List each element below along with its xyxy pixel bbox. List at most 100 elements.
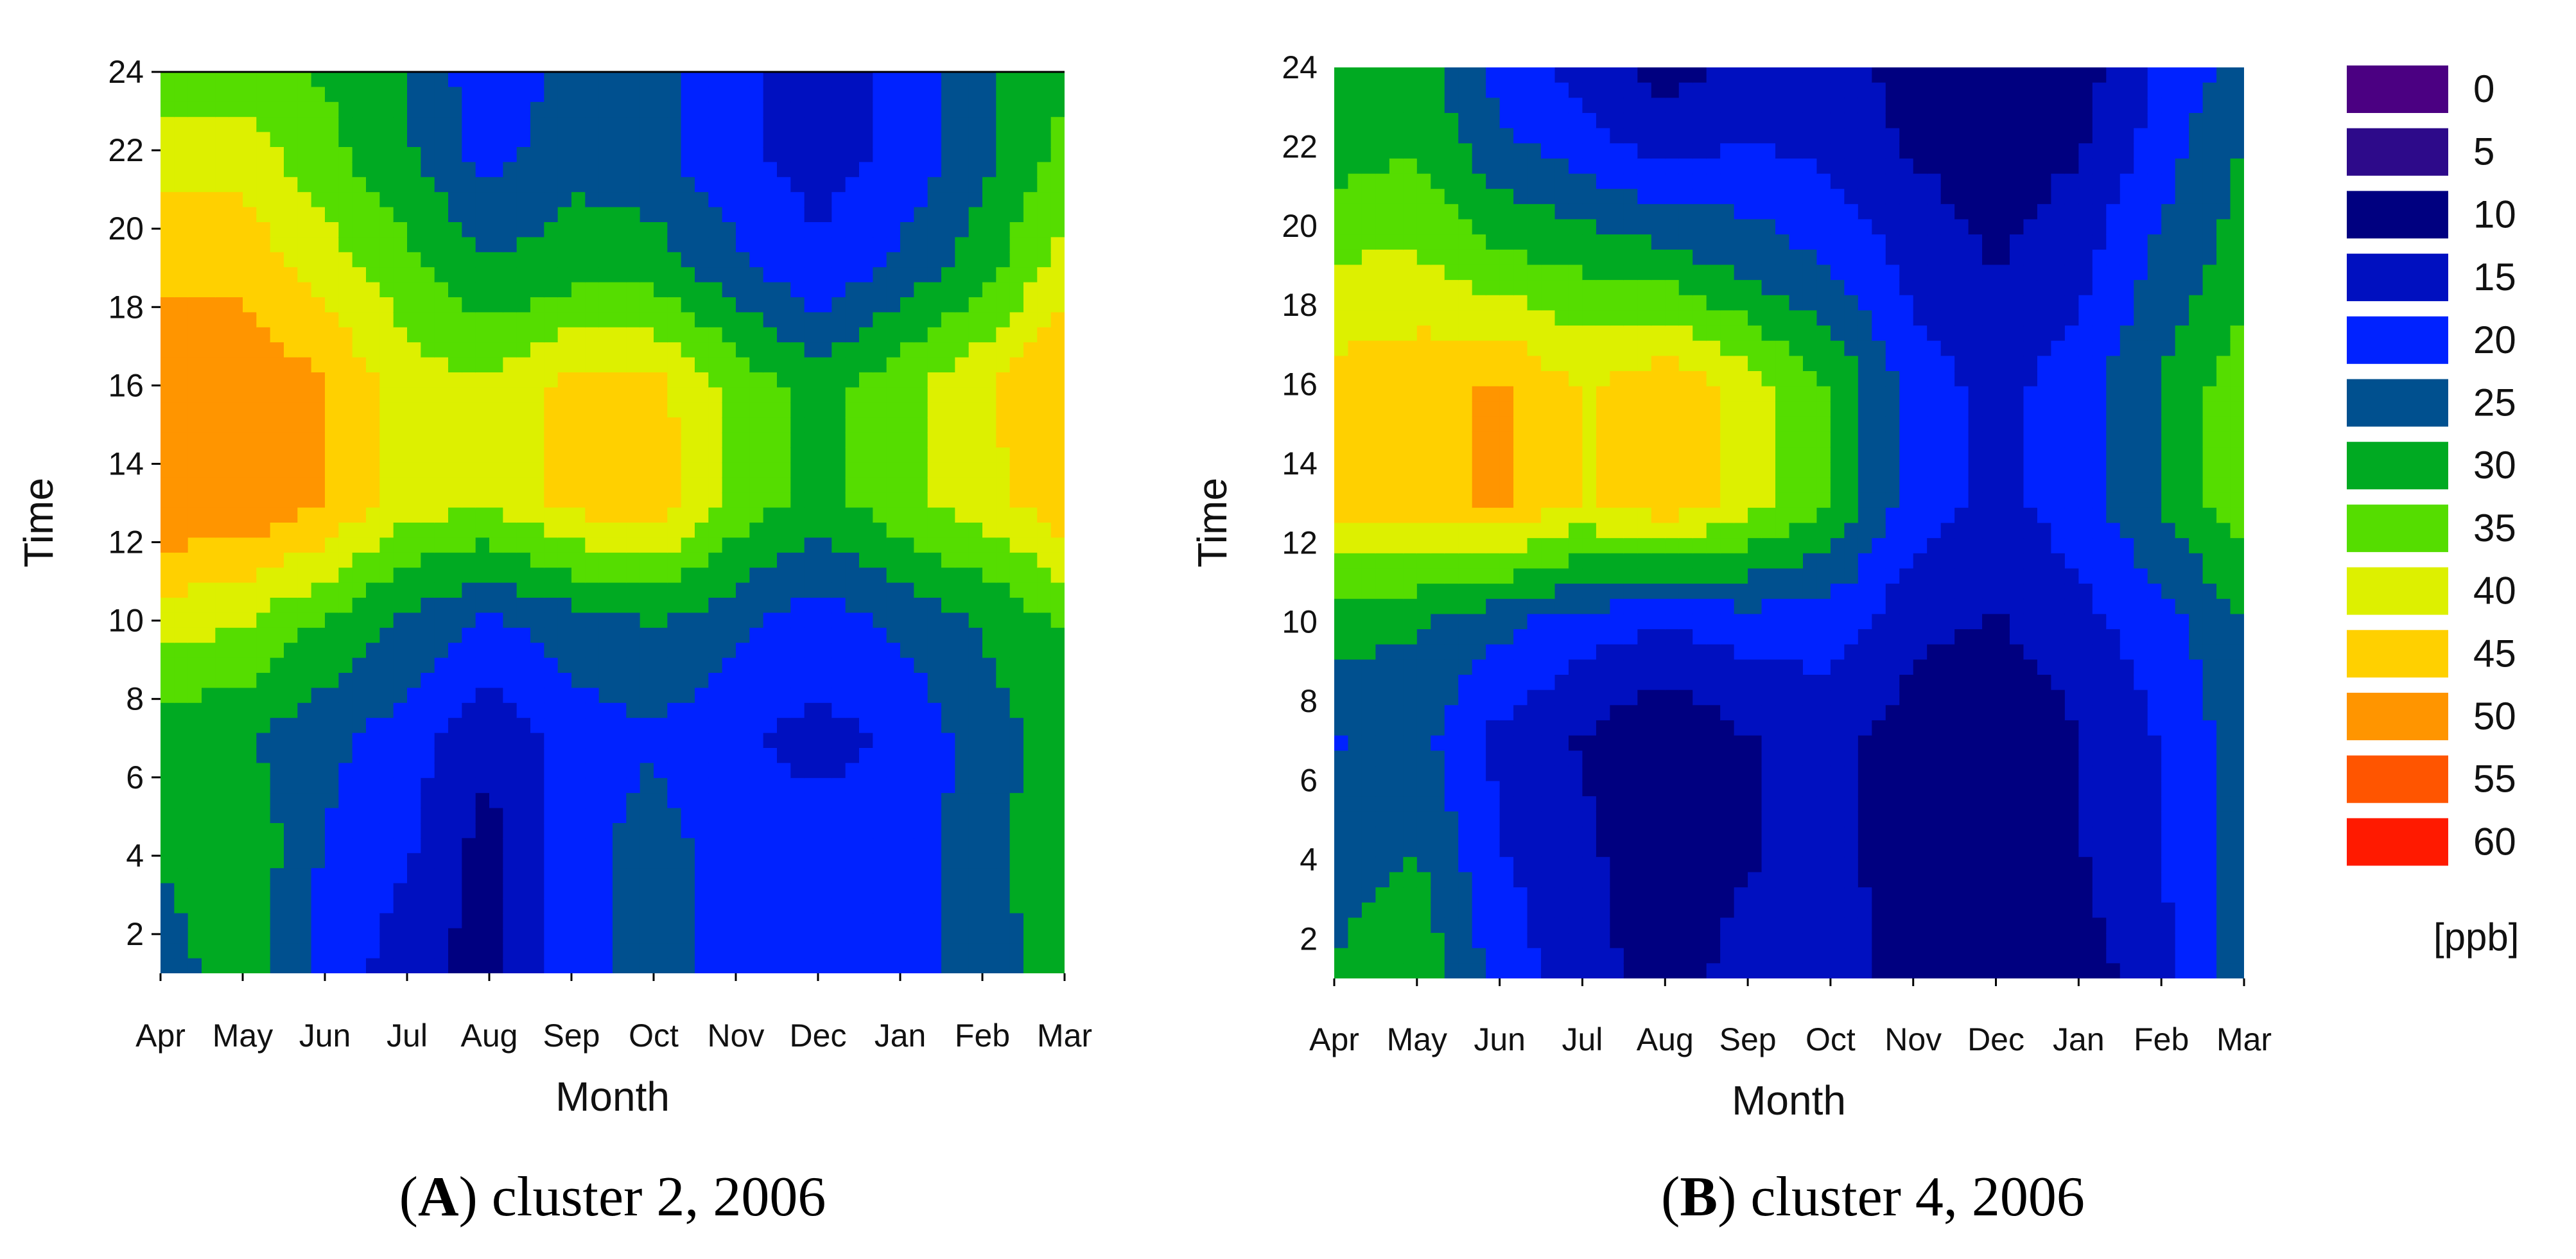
heatmap-cell-a — [996, 718, 1011, 734]
heatmap-cell-b — [1513, 189, 1528, 205]
heatmap-cell-a — [845, 462, 860, 478]
heatmap-cell-a — [927, 883, 942, 899]
heatmap-cell-a — [243, 868, 257, 884]
heatmap-cell-a — [941, 688, 956, 704]
heatmap-cell-b — [1541, 856, 1556, 873]
heatmap-cell-a — [393, 793, 408, 809]
heatmap-cell-a — [1023, 282, 1038, 298]
heatmap-cell-a — [613, 523, 627, 539]
heatmap-cell-a — [968, 327, 983, 343]
heatmap-cell-a — [804, 733, 819, 749]
heatmap-cell-a — [174, 763, 189, 779]
heatmap-cell-b — [1541, 765, 1556, 782]
heatmap-cell-a — [503, 237, 518, 253]
heatmap-cell-a — [722, 417, 736, 433]
heatmap-cell-a — [557, 763, 572, 779]
heatmap-cell-a — [613, 342, 627, 358]
heatmap-cell-a — [215, 462, 230, 478]
heatmap-cell-a — [366, 252, 381, 268]
heatmap-cell-a — [1050, 297, 1065, 313]
heatmap-cell-a — [311, 552, 326, 569]
heatmap-cell-b — [1513, 265, 1528, 281]
heatmap-cell-a — [667, 718, 682, 734]
heatmap-cell-a — [174, 492, 189, 508]
heatmap-cell-b — [1348, 401, 1362, 417]
heatmap-cell-b — [1499, 158, 1515, 175]
heatmap-cell-a — [174, 552, 189, 569]
heatmap-cell-a — [626, 372, 641, 388]
heatmap-cell-a — [503, 432, 518, 448]
heatmap-cell-a — [886, 808, 901, 824]
heatmap-cell-a — [790, 643, 805, 659]
heatmap-cell-a — [873, 447, 887, 464]
heatmap-cell-a — [270, 147, 284, 163]
heatmap-cell-a — [174, 357, 189, 373]
heatmap-cell-a — [640, 612, 654, 629]
heatmap-cell-a — [379, 883, 394, 899]
heatmap-cell-a — [448, 117, 463, 133]
heatmap-cell-a — [434, 868, 449, 884]
heatmap-cell-a — [831, 132, 846, 148]
heatmap-cell-a — [229, 342, 243, 358]
heatmap-cell-a — [421, 492, 435, 508]
heatmap-cell-a — [708, 568, 723, 584]
heatmap-cell-b — [1348, 204, 1362, 220]
x-tick-label-a: Nov — [708, 1018, 765, 1054]
heatmap-cell-a — [1023, 958, 1038, 973]
heatmap-cell-b — [1375, 386, 1390, 403]
heatmap-cell-a — [996, 372, 1011, 388]
heatmap-cell-a — [202, 132, 216, 148]
heatmap-cell-a — [475, 192, 490, 208]
heatmap-cell-b — [1431, 735, 1445, 752]
heatmap-cell-a — [407, 958, 422, 973]
heatmap-cell-a — [489, 537, 504, 553]
heatmap-cell-a — [1050, 432, 1065, 448]
heatmap-cell-a — [790, 883, 805, 899]
heatmap-cell-b — [1486, 629, 1501, 645]
heatmap-cell-a — [749, 718, 764, 734]
heatmap-cell-a — [270, 748, 284, 764]
heatmap-cell-a — [379, 868, 394, 884]
heatmap-cell-a — [421, 87, 435, 103]
heatmap-cell-a — [174, 207, 189, 223]
heatmap-cell-a — [927, 492, 942, 508]
heatmap-cell-b — [1513, 675, 1528, 691]
heatmap-cell-a — [654, 913, 668, 929]
heatmap-cell-a — [475, 101, 490, 118]
heatmap-cell-a — [571, 643, 586, 659]
heatmap-cell-a — [722, 582, 736, 598]
heatmap-cell-a — [749, 327, 764, 343]
heatmap-cell-a — [667, 943, 682, 959]
heatmap-cell-a — [900, 417, 915, 433]
heatmap-cell-b — [1527, 553, 1542, 569]
heatmap-cell-a — [1037, 838, 1052, 854]
heatmap-cell-a — [530, 87, 545, 103]
heatmap-cell-a — [736, 432, 751, 448]
heatmap-cell-a — [311, 627, 326, 644]
heatmap-cell-a — [613, 868, 627, 884]
heatmap-cell-a — [161, 207, 175, 223]
heatmap-cell-a — [475, 147, 490, 163]
heatmap-cell-b — [1486, 856, 1501, 873]
heatmap-cell-a — [215, 87, 230, 103]
heatmap-cell-b — [1486, 204, 1501, 220]
heatmap-cell-a — [1037, 808, 1052, 824]
heatmap-cell-a — [393, 477, 408, 494]
heatmap-cell-a — [202, 763, 216, 779]
heatmap-cell-a — [421, 763, 435, 779]
heatmap-cell-b — [1375, 811, 1390, 828]
heatmap-cell-a — [886, 777, 901, 794]
heatmap-cell-a — [297, 432, 312, 448]
heatmap-cell-b — [1334, 249, 1349, 266]
heatmap-cell-b — [1499, 675, 1515, 691]
heatmap-cell-a — [790, 627, 805, 644]
heatmap-cell-a — [640, 913, 654, 929]
heatmap-cell-a — [585, 673, 600, 689]
heatmap-cell-a — [379, 132, 394, 148]
heatmap-cell-a — [379, 207, 394, 223]
heatmap-cell-a — [777, 598, 792, 614]
heatmap-cell-a — [352, 898, 367, 914]
heatmap-cell-a — [681, 763, 695, 779]
heatmap-cell-b — [1334, 523, 1349, 539]
heatmap-cell-a — [215, 312, 230, 328]
